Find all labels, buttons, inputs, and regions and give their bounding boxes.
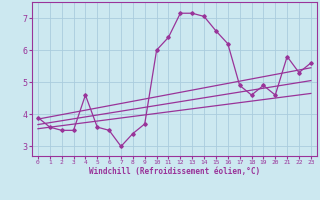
X-axis label: Windchill (Refroidissement éolien,°C): Windchill (Refroidissement éolien,°C) (89, 167, 260, 176)
